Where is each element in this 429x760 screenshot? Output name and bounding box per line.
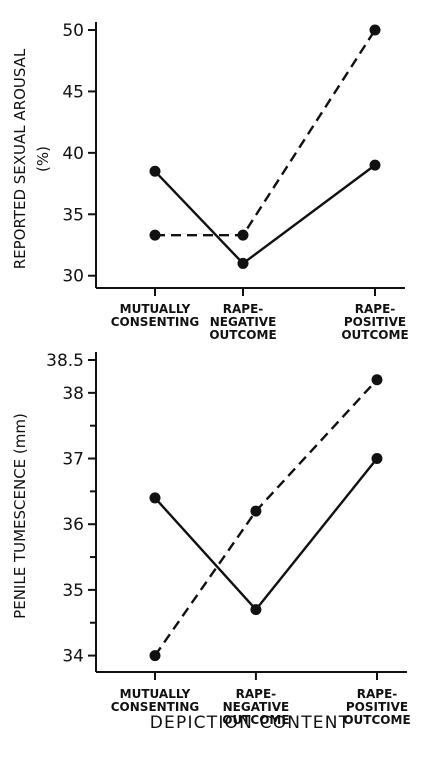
x-category-label: MUTUALLY [120,302,191,316]
data-point-dashed [149,229,161,241]
x-category-label: NEGATIVE [223,700,290,714]
y-tick-label: 30 [62,267,84,287]
y-tick-label: 38 [62,384,84,404]
x-category-label: OUTCOME [222,713,289,727]
data-point-dashed [369,24,381,36]
x-category-label: OUTCOME [343,713,410,727]
y-axis-unit: (%) [34,146,52,172]
x-category-label: OUTCOME [209,328,276,342]
y-tick-label: 37 [62,450,84,470]
y-axis-title: REPORTED SEXUAL AROUSAL [11,48,29,269]
arousal-chart: 3035404550MUTUALLYCONSENTINGRAPE-NEGATIV… [11,21,409,342]
x-category-label: CONSENTING [111,315,199,329]
x-category-label: CONSENTING [111,700,199,714]
figure-x-axis-title: DEPICTION CONTENT [150,713,350,733]
data-point-dashed [371,374,383,386]
data-point-dashed [250,505,262,517]
data-point-dashed [237,229,249,241]
x-category-label: RAPE- [357,687,398,701]
x-category-label: POSITIVE [344,315,406,329]
data-point-solid [371,453,383,465]
y-tick-label: 50 [62,21,84,41]
x-category-label: POSITIVE [346,700,408,714]
data-point-dashed [149,650,161,662]
x-category-label: RAPE- [236,687,277,701]
y-tick-label: 36 [62,515,84,535]
x-category-label: OUTCOME [341,328,408,342]
tumescence-chart: 343536373838.5MUTUALLYCONSENTINGRAPE-NEG… [11,351,411,727]
data-point-solid [250,604,262,616]
data-point-solid [237,257,249,269]
y-tick-label: 40 [62,144,84,164]
y-tick-label: 35 [62,581,84,601]
y-tick-label: 35 [62,205,84,225]
series-line-dashed [154,378,378,657]
y-tick-label: 45 [62,82,84,102]
x-category-label: RAPE- [223,302,264,316]
y-axis-title: PENILE TUMESCENCE (mm) [11,413,29,619]
series-line-solid [154,457,378,611]
data-point-solid [149,492,161,504]
series-line-solid [154,164,376,265]
x-category-label: NEGATIVE [210,315,277,329]
y-tick-label: 38.5 [46,351,84,371]
x-category-label: MUTUALLY [120,687,191,701]
data-point-solid [369,159,381,171]
x-category-label: RAPE- [355,302,396,316]
y-tick-label: 34 [62,647,84,667]
data-point-solid [149,165,161,177]
